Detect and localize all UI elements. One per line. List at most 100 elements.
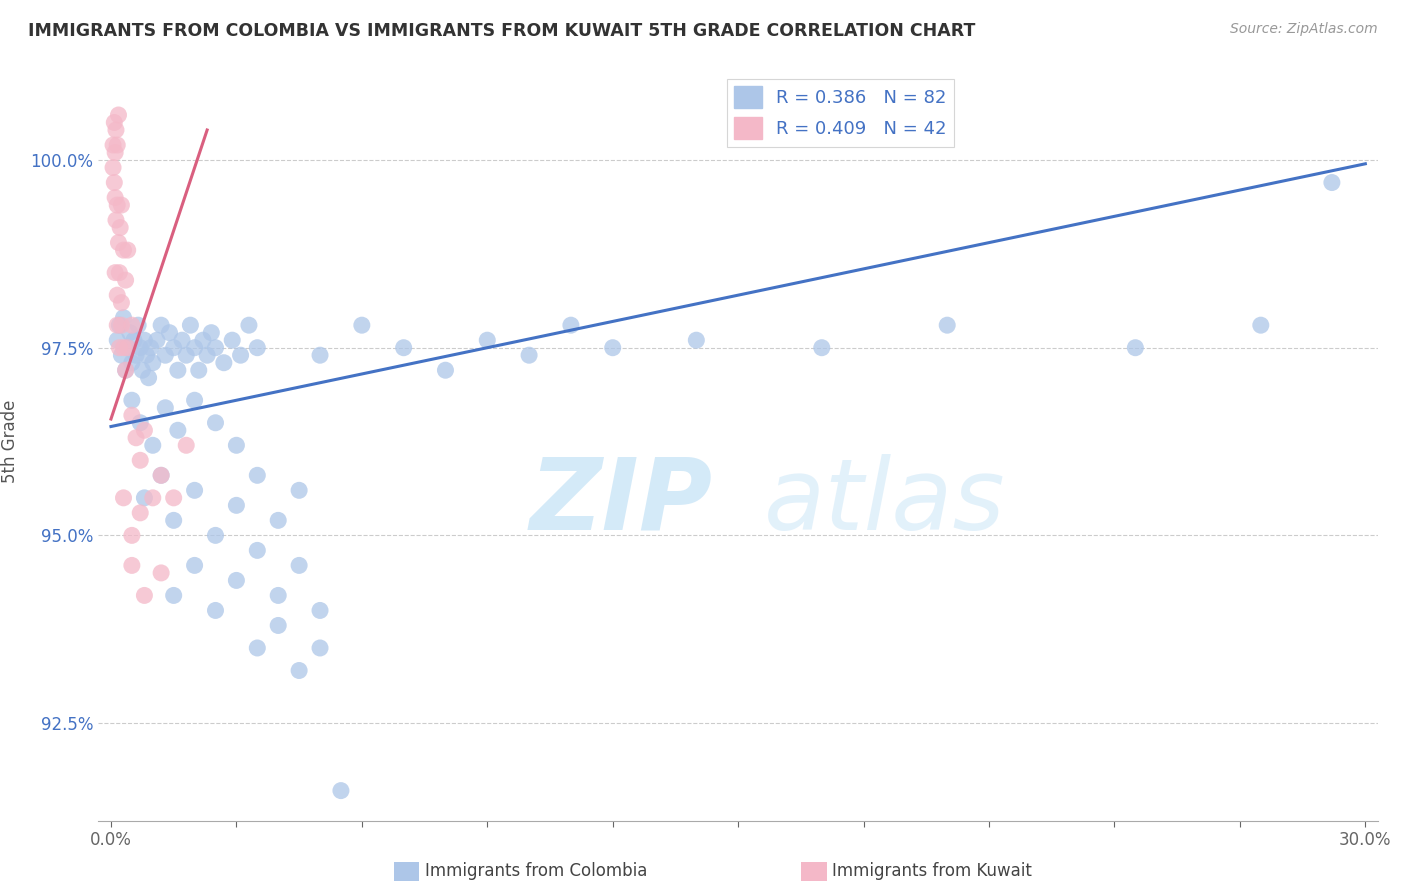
- Point: [204, 341, 226, 355]
- Point: [112, 491, 135, 505]
- Point: [225, 499, 247, 513]
- Point: [105, 318, 128, 333]
- Point: [117, 341, 139, 355]
- Text: Immigrants from Kuwait: Immigrants from Kuwait: [832, 863, 1032, 880]
- Point: [329, 783, 352, 797]
- Point: [221, 333, 243, 347]
- Point: [174, 438, 197, 452]
- Point: [246, 543, 269, 558]
- Point: [127, 318, 149, 333]
- Point: [350, 318, 373, 333]
- Point: [108, 220, 131, 235]
- Point: [1250, 318, 1272, 333]
- Point: [108, 341, 131, 355]
- Point: [107, 235, 129, 250]
- Point: [122, 333, 145, 347]
- Point: [392, 341, 415, 355]
- Point: [104, 213, 127, 227]
- Text: ZIP: ZIP: [530, 454, 713, 550]
- Point: [204, 528, 226, 542]
- Point: [150, 468, 173, 483]
- Point: [112, 310, 135, 325]
- Point: [204, 416, 226, 430]
- Point: [142, 438, 165, 452]
- Point: [183, 483, 205, 498]
- Point: [134, 333, 156, 347]
- Point: [183, 393, 205, 408]
- Point: [602, 341, 624, 355]
- Point: [183, 341, 205, 355]
- Point: [104, 145, 127, 160]
- Point: [112, 341, 135, 355]
- Point: [105, 138, 128, 153]
- Point: [117, 341, 139, 355]
- Point: [229, 348, 252, 362]
- Point: [477, 333, 499, 347]
- Point: [267, 618, 290, 632]
- Point: [134, 589, 156, 603]
- Point: [1320, 176, 1343, 190]
- Point: [195, 348, 218, 362]
- Y-axis label: 5th Grade: 5th Grade: [1, 400, 20, 483]
- Point: [105, 198, 128, 212]
- Point: [517, 348, 540, 362]
- Point: [121, 356, 143, 370]
- Point: [267, 513, 290, 527]
- Point: [139, 341, 162, 355]
- Point: [104, 190, 127, 204]
- Point: [146, 333, 169, 347]
- Point: [225, 438, 247, 452]
- Point: [110, 198, 132, 212]
- Point: [159, 326, 181, 340]
- Text: Immigrants from Colombia: Immigrants from Colombia: [425, 863, 647, 880]
- Point: [288, 664, 311, 678]
- Point: [108, 318, 131, 333]
- Point: [105, 288, 128, 302]
- Point: [170, 333, 193, 347]
- Point: [225, 574, 247, 588]
- Point: [434, 363, 457, 377]
- Point: [150, 468, 173, 483]
- Point: [267, 589, 290, 603]
- Point: [685, 333, 707, 347]
- Point: [121, 558, 143, 573]
- Point: [131, 363, 153, 377]
- Point: [129, 453, 152, 467]
- Point: [134, 423, 156, 437]
- Point: [179, 318, 201, 333]
- Point: [135, 348, 157, 362]
- Point: [309, 348, 332, 362]
- Point: [121, 409, 143, 423]
- Point: [246, 640, 269, 655]
- Text: atlas: atlas: [763, 454, 1005, 550]
- Point: [200, 326, 222, 340]
- Point: [129, 341, 152, 355]
- Point: [110, 348, 132, 362]
- Point: [212, 356, 235, 370]
- Point: [121, 393, 143, 408]
- Point: [142, 491, 165, 505]
- Point: [288, 558, 311, 573]
- Point: [560, 318, 582, 333]
- Point: [191, 333, 214, 347]
- Point: [167, 423, 190, 437]
- Point: [150, 318, 173, 333]
- Point: [142, 356, 165, 370]
- Point: [104, 266, 127, 280]
- Point: [138, 370, 160, 384]
- Point: [121, 318, 143, 333]
- Point: [810, 341, 832, 355]
- Point: [125, 348, 148, 362]
- Point: [107, 108, 129, 122]
- Point: [309, 603, 332, 617]
- Point: [110, 318, 132, 333]
- Point: [163, 589, 186, 603]
- Point: [163, 341, 186, 355]
- Point: [129, 506, 152, 520]
- Point: [1125, 341, 1147, 355]
- Point: [155, 401, 177, 415]
- Point: [238, 318, 260, 333]
- Point: [117, 243, 139, 257]
- Point: [183, 558, 205, 573]
- Point: [936, 318, 959, 333]
